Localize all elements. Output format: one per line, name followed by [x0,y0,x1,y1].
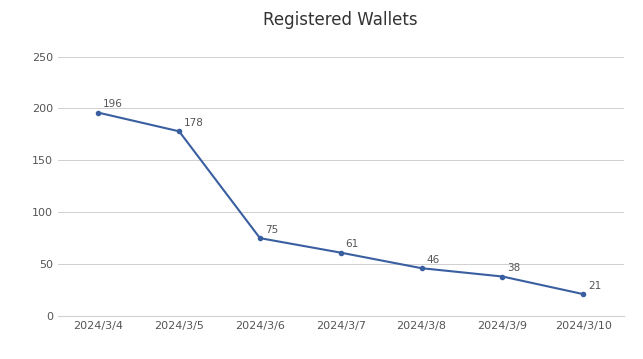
Title: Registered Wallets: Registered Wallets [264,11,418,29]
Text: 75: 75 [265,225,278,235]
Text: 21: 21 [588,281,601,291]
Text: 178: 178 [184,118,204,128]
Text: 196: 196 [103,99,123,109]
Text: 46: 46 [426,255,440,265]
Text: 38: 38 [507,263,521,273]
Text: 61: 61 [346,239,359,250]
